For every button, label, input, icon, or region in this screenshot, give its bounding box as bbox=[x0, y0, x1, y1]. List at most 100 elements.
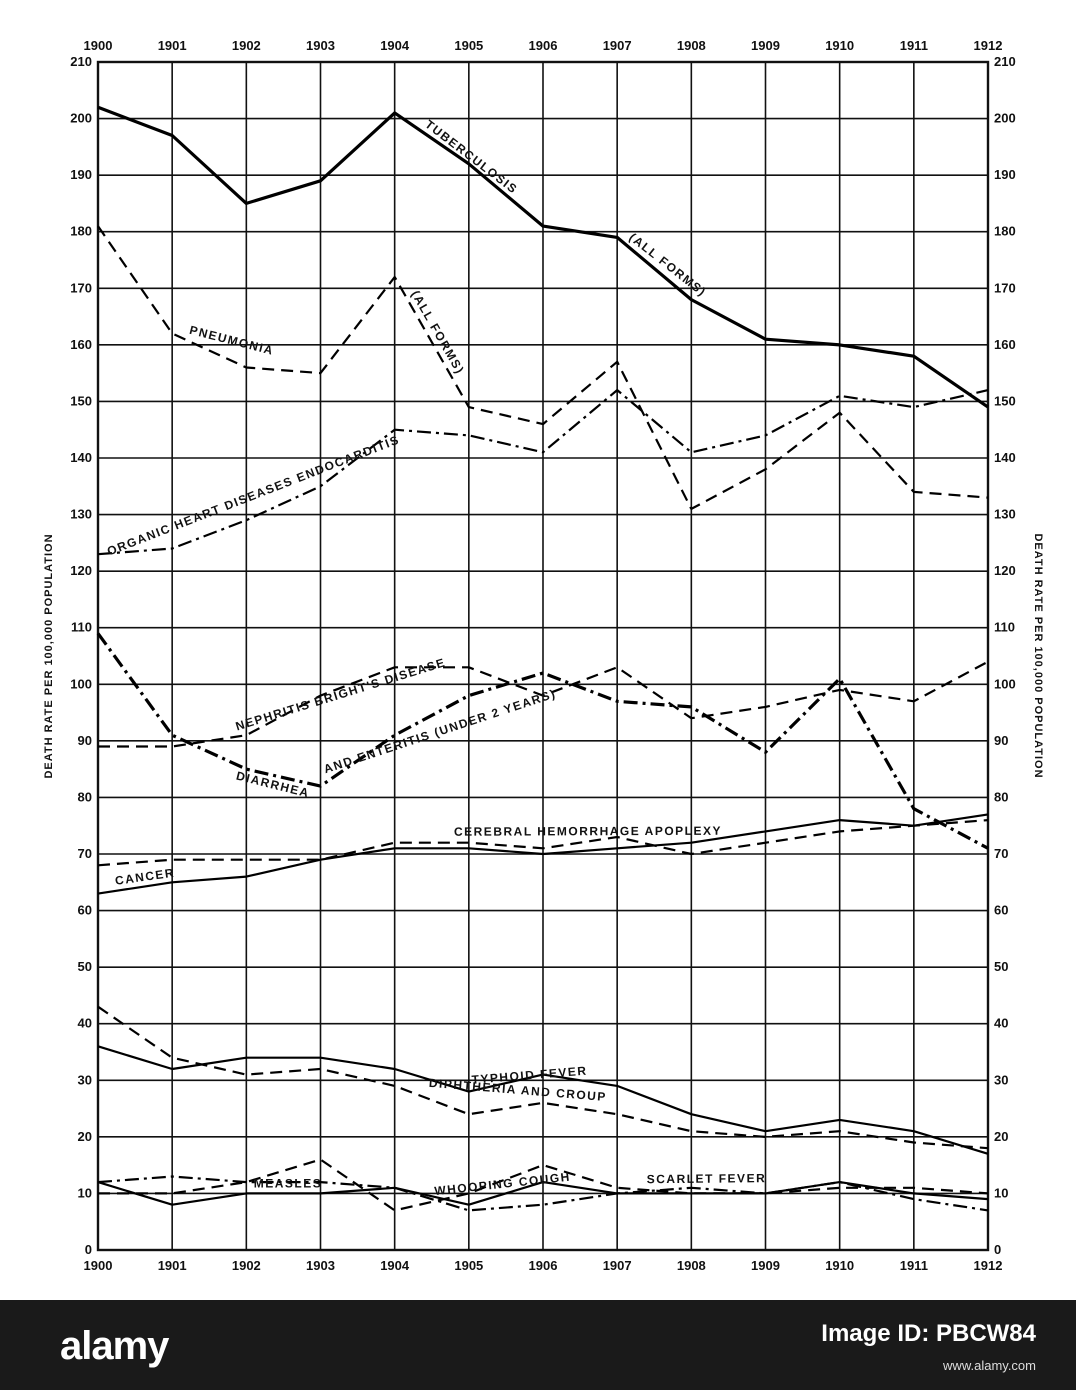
y-tick-label-right: 50 bbox=[994, 959, 1008, 974]
y-tick-label-right: 110 bbox=[994, 620, 1015, 635]
x-tick-label-bottom: 1902 bbox=[232, 1258, 261, 1273]
plot-frame bbox=[96, 60, 990, 1252]
y-tick-label-right: 80 bbox=[994, 789, 1008, 804]
y-tick-label-left: 210 bbox=[70, 54, 92, 69]
y-tick-label-right: 160 bbox=[994, 337, 1016, 352]
line-chart: 0 0 10 10 20 20 30 30 40 40 50 50 60 60 70 70 80 80 90 90 10… bbox=[43, 38, 1044, 1273]
x-tick-label-bottom: 1907 bbox=[603, 1258, 632, 1273]
series-line-typhoid-fever bbox=[97, 1045, 989, 1155]
y-tick-label-right: 200 bbox=[994, 111, 1016, 126]
x-tick-label-bottom: 1912 bbox=[974, 1258, 1003, 1273]
series-lines bbox=[96, 105, 989, 1212]
x-tick-label-top: 1909 bbox=[751, 38, 780, 53]
series-label: ORGANIC HEART DISEASES ENDOCARDITIS bbox=[105, 432, 401, 558]
x-tick-label-top: 1902 bbox=[232, 38, 261, 53]
series-label: AND ENTERITIS (UNDER 2 YEARS) bbox=[322, 686, 558, 776]
grid bbox=[96, 60, 990, 1252]
y-tick-label-right: 0 bbox=[994, 1242, 1001, 1257]
y-tick-label-right: 30 bbox=[994, 1072, 1008, 1087]
y-tick-label-right: 20 bbox=[994, 1129, 1008, 1144]
x-tick-label-bottom: 1906 bbox=[529, 1258, 558, 1273]
series-label: (ALL FORMS) bbox=[408, 288, 467, 377]
y-axis-label-right: DEATH RATE PER 100,000 POPULATION bbox=[1032, 533, 1044, 778]
y-tick-label-left: 30 bbox=[78, 1072, 92, 1087]
x-tick-label-top: 1908 bbox=[677, 38, 706, 53]
x-tick-label-top: 1906 bbox=[529, 38, 558, 53]
x-tick-label-bottom: 1905 bbox=[454, 1258, 483, 1273]
y-tick-label-left: 190 bbox=[70, 167, 92, 182]
y-tick-label-right: 150 bbox=[994, 393, 1016, 408]
y-tick-label-right: 100 bbox=[994, 676, 1016, 691]
x-tick-label-bottom: 1910 bbox=[825, 1258, 854, 1273]
series-line-tuberculosis-all-forms bbox=[97, 105, 989, 409]
x-tick-label-top: 1905 bbox=[454, 38, 483, 53]
x-tick-label-top: 1912 bbox=[974, 38, 1003, 53]
series-line-organic-heart-diseases-endocarditis bbox=[97, 389, 989, 556]
x-tick-label-bottom: 1901 bbox=[158, 1258, 187, 1273]
x-tick-label-bottom: 1908 bbox=[677, 1258, 706, 1273]
x-tick-label-bottom: 1900 bbox=[84, 1258, 113, 1273]
x-tick-label-bottom: 1904 bbox=[380, 1258, 410, 1273]
x-tick-label-top: 1900 bbox=[84, 38, 113, 53]
y-tick-label-left: 80 bbox=[78, 789, 92, 804]
y-tick-label-right: 120 bbox=[994, 563, 1016, 578]
series-label: PNEUMONIA bbox=[188, 323, 276, 358]
y-tick-label-right: 190 bbox=[994, 167, 1016, 182]
y-tick-label-right: 10 bbox=[994, 1185, 1008, 1200]
y-tick-label-left: 180 bbox=[70, 224, 92, 239]
y-tick-label-right: 180 bbox=[994, 224, 1016, 239]
watermark-logo: alamy bbox=[60, 1324, 169, 1368]
y-tick-label-right: 40 bbox=[994, 1016, 1008, 1031]
y-tick-label-left: 160 bbox=[70, 337, 92, 352]
y-axis-label-left: DEATH RATE PER 100,000 POPULATION bbox=[43, 533, 55, 778]
x-tick-label-top: 1901 bbox=[158, 38, 187, 53]
y-tick-label-right: 90 bbox=[994, 733, 1008, 748]
watermark-url: www.alamy.com bbox=[943, 1358, 1036, 1373]
x-tick-label-bottom: 1909 bbox=[751, 1258, 780, 1273]
series-label: TUBERCULOSIS bbox=[422, 117, 520, 197]
y-tick-label-right: 130 bbox=[994, 507, 1016, 522]
y-tick-label-left: 40 bbox=[78, 1016, 92, 1031]
series-label: NEPHRITIS BRIGHT'S DISEASE bbox=[234, 655, 448, 733]
watermark-bar: alamy Image ID: PBCW84 www.alamy.com bbox=[0, 1300, 1076, 1390]
y-tick-label-left: 110 bbox=[71, 620, 92, 635]
y-tick-label-left: 130 bbox=[70, 507, 92, 522]
y-tick-label-left: 140 bbox=[70, 450, 92, 465]
series-line-diphtheria-and-croup bbox=[97, 1005, 989, 1150]
y-tick-label-left: 150 bbox=[70, 393, 92, 408]
x-tick-label-top: 1907 bbox=[603, 38, 632, 53]
y-tick-label-left: 90 bbox=[78, 733, 92, 748]
x-tick-label-top: 1910 bbox=[825, 38, 854, 53]
x-tick-label-top: 1911 bbox=[900, 38, 928, 53]
series-line-measles bbox=[97, 1180, 989, 1206]
y-tick-label-left: 20 bbox=[78, 1129, 92, 1144]
y-tick-label-left: 60 bbox=[78, 903, 92, 918]
y-tick-label-left: 10 bbox=[78, 1185, 92, 1200]
y-tick-label-left: 50 bbox=[78, 959, 92, 974]
series-line-cerebral-hemorrhage-apoplexy bbox=[97, 819, 989, 867]
x-tick-label-top: 1904 bbox=[380, 38, 410, 53]
y-tick-label-right: 60 bbox=[994, 903, 1008, 918]
series-line-pneumonia-all-forms bbox=[97, 225, 989, 510]
series-label: CANCER bbox=[114, 866, 176, 888]
series-line-cancer bbox=[97, 813, 989, 895]
series-label: MEASLES bbox=[254, 1176, 323, 1190]
series-label: SCARLET FEVER bbox=[647, 1171, 767, 1186]
x-tick-label-top: 1903 bbox=[306, 38, 335, 53]
y-tick-label-left: 170 bbox=[70, 280, 92, 295]
y-tick-label-left: 200 bbox=[70, 111, 92, 126]
x-tick-label-bottom: 1903 bbox=[306, 1258, 335, 1273]
image-id-text: Image ID: PBCW84 bbox=[821, 1320, 1036, 1347]
y-tick-label-left: 120 bbox=[70, 563, 92, 578]
y-tick-label-left: 100 bbox=[70, 676, 92, 691]
series-line-nephritis-bright-s-disease bbox=[98, 660, 989, 748]
y-tick-label-left: 70 bbox=[78, 846, 92, 861]
series-label: CEREBRAL HEMORRHAGE APOPLEXY bbox=[454, 824, 722, 839]
watermark-image-id: Image ID: PBCW84 bbox=[821, 1318, 1036, 1348]
x-tick-label-bottom: 1911 bbox=[900, 1258, 928, 1273]
y-tick-label-right: 70 bbox=[994, 846, 1008, 861]
y-tick-label-right: 170 bbox=[994, 280, 1016, 295]
y-tick-label-left: 0 bbox=[85, 1242, 92, 1257]
tick-labels: 0 0 10 10 20 20 30 30 40 40 50 50 60 60 70 70 80 80 90 90 10… bbox=[70, 38, 1015, 1273]
y-tick-label-right: 140 bbox=[994, 450, 1016, 465]
